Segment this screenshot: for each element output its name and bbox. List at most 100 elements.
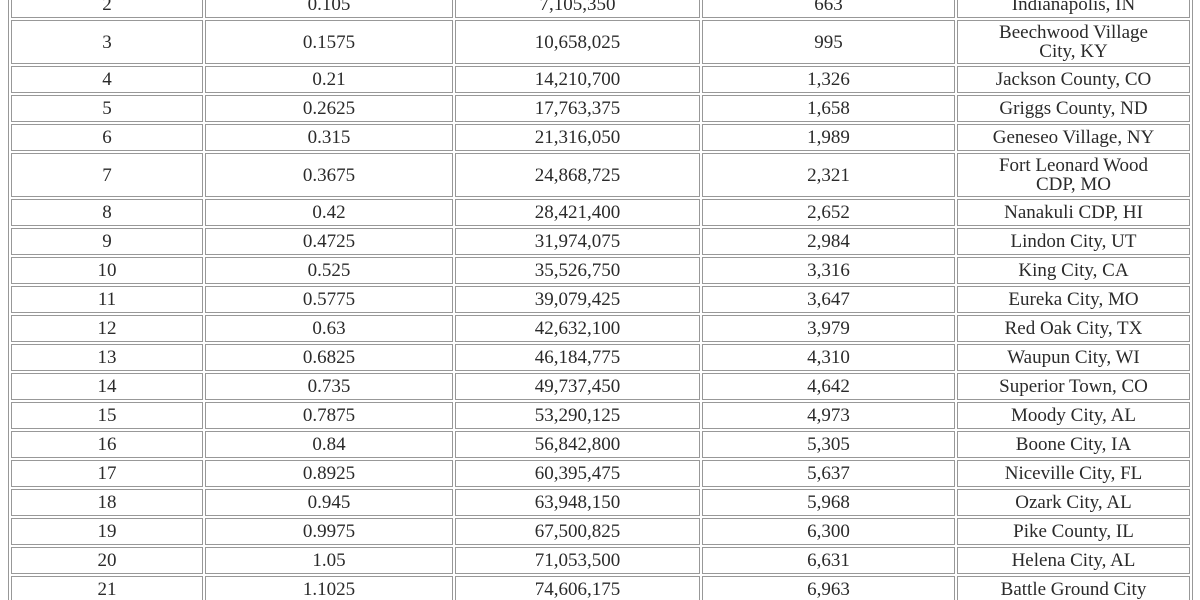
- cell-amount: 24,868,725: [455, 153, 700, 197]
- cell-place: Red Oak City, TX: [957, 315, 1190, 342]
- cell-count: 5,305: [702, 431, 955, 458]
- cell-count: 1,989: [702, 124, 955, 151]
- cell-count: 663: [702, 0, 955, 18]
- cell-amount: 60,395,475: [455, 460, 700, 487]
- cell-amount: 21,316,050: [455, 124, 700, 151]
- cell-amount: 35,526,750: [455, 257, 700, 284]
- cell-amount: 28,421,400: [455, 199, 700, 226]
- cell-rank: 21: [11, 576, 203, 600]
- cell-rank: 17: [11, 460, 203, 487]
- cell-rate: 0.735: [205, 373, 453, 400]
- cell-rate: 0.945: [205, 489, 453, 516]
- cell-rank: 11: [11, 286, 203, 313]
- cell-rate: 0.42: [205, 199, 453, 226]
- cell-amount: 56,842,800: [455, 431, 700, 458]
- cell-rank: 14: [11, 373, 203, 400]
- cell-amount: 7,105,350: [455, 0, 700, 18]
- cell-place: Boone City, IA: [957, 431, 1190, 458]
- table-row: 12 0.63 42,632,100 3,979 Red Oak City, T…: [11, 315, 1190, 342]
- table-row: 17 0.8925 60,395,475 5,637 Niceville Cit…: [11, 460, 1190, 487]
- table-row: 7 0.3675 24,868,725 2,321 Fort Leonard W…: [11, 153, 1190, 197]
- data-table: 2 0.105 7,105,350 663 Indianapolis, IN 3…: [8, 0, 1193, 600]
- cell-rank: 9: [11, 228, 203, 255]
- cell-amount: 53,290,125: [455, 402, 700, 429]
- cell-rate: 1.1025: [205, 576, 453, 600]
- cell-amount: 17,763,375: [455, 95, 700, 122]
- cell-count: 4,973: [702, 402, 955, 429]
- cell-rate: 0.105: [205, 0, 453, 18]
- table-row: 4 0.21 14,210,700 1,326 Jackson County, …: [11, 66, 1190, 93]
- cell-rate: 0.8925: [205, 460, 453, 487]
- cell-rank: 20: [11, 547, 203, 574]
- cell-amount: 10,658,025: [455, 20, 700, 64]
- cell-amount: 49,737,450: [455, 373, 700, 400]
- table-row: 21 1.1025 74,606,175 6,963 Battle Ground…: [11, 576, 1190, 600]
- cell-place: Superior Town, CO: [957, 373, 1190, 400]
- cell-amount: 67,500,825: [455, 518, 700, 545]
- cell-count: 2,652: [702, 199, 955, 226]
- cell-rank: 16: [11, 431, 203, 458]
- cell-rank: 6: [11, 124, 203, 151]
- cell-amount: 63,948,150: [455, 489, 700, 516]
- cell-place: Fort Leonard Wood CDP, MO: [957, 153, 1190, 197]
- cell-count: 4,642: [702, 373, 955, 400]
- table-row: 2 0.105 7,105,350 663 Indianapolis, IN: [11, 0, 1190, 18]
- cell-rank: 13: [11, 344, 203, 371]
- cell-amount: 42,632,100: [455, 315, 700, 342]
- cell-rank: 10: [11, 257, 203, 284]
- table-row: 13 0.6825 46,184,775 4,310 Waupun City, …: [11, 344, 1190, 371]
- cell-place: Griggs County, ND: [957, 95, 1190, 122]
- cell-rank: 18: [11, 489, 203, 516]
- cell-place: Nanakuli CDP, HI: [957, 199, 1190, 226]
- cell-rate: 0.5775: [205, 286, 453, 313]
- cell-rank: 12: [11, 315, 203, 342]
- cell-rate: 0.2625: [205, 95, 453, 122]
- cell-count: 6,963: [702, 576, 955, 600]
- cell-place: Ozark City, AL: [957, 489, 1190, 516]
- place-line: Beechwood Village: [999, 22, 1148, 43]
- cell-place: Eureka City, MO: [957, 286, 1190, 313]
- cell-place: Helena City, AL: [957, 547, 1190, 574]
- place-line: CDP, MO: [1036, 174, 1111, 195]
- cell-amount: 39,079,425: [455, 286, 700, 313]
- cell-amount: 46,184,775: [455, 344, 700, 371]
- cell-rank: 8: [11, 199, 203, 226]
- cell-count: 6,631: [702, 547, 955, 574]
- table-row: 10 0.525 35,526,750 3,316 King City, CA: [11, 257, 1190, 284]
- cell-rate: 0.4725: [205, 228, 453, 255]
- cell-rate: 0.3675: [205, 153, 453, 197]
- cell-count: 4,310: [702, 344, 955, 371]
- cell-rank: 19: [11, 518, 203, 545]
- cell-place: Battle Ground City: [957, 576, 1190, 600]
- cell-rate: 0.315: [205, 124, 453, 151]
- table-row: 5 0.2625 17,763,375 1,658 Griggs County,…: [11, 95, 1190, 122]
- cell-amount: 31,974,075: [455, 228, 700, 255]
- cell-amount: 14,210,700: [455, 66, 700, 93]
- place-line: Fort Leonard Wood: [998, 155, 1149, 176]
- cell-rate: 0.63: [205, 315, 453, 342]
- cell-place: Beechwood Village City, KY: [957, 20, 1190, 64]
- cell-place: Indianapolis, IN: [957, 0, 1190, 18]
- cell-place: Pike County, IL: [957, 518, 1190, 545]
- cell-count: 3,647: [702, 286, 955, 313]
- cell-count: 2,321: [702, 153, 955, 197]
- cell-place: Moody City, AL: [957, 402, 1190, 429]
- table-row: 3 0.1575 10,658,025 995 Beechwood Villag…: [11, 20, 1190, 64]
- cell-place: King City, CA: [957, 257, 1190, 284]
- cell-place: Lindon City, UT: [957, 228, 1190, 255]
- cell-rank: 5: [11, 95, 203, 122]
- table-row: 14 0.735 49,737,450 4,642 Superior Town,…: [11, 373, 1190, 400]
- cell-rank: 15: [11, 402, 203, 429]
- cell-count: 3,316: [702, 257, 955, 284]
- cell-rank: 2: [11, 0, 203, 18]
- cell-count: 2,984: [702, 228, 955, 255]
- cell-rank: 4: [11, 66, 203, 93]
- cell-amount: 71,053,500: [455, 547, 700, 574]
- cell-count: 3,979: [702, 315, 955, 342]
- table-row: 20 1.05 71,053,500 6,631 Helena City, AL: [11, 547, 1190, 574]
- cell-count: 5,637: [702, 460, 955, 487]
- cell-rate: 1.05: [205, 547, 453, 574]
- cell-place: Niceville City, FL: [957, 460, 1190, 487]
- place-line: Battle Ground City: [1000, 579, 1147, 600]
